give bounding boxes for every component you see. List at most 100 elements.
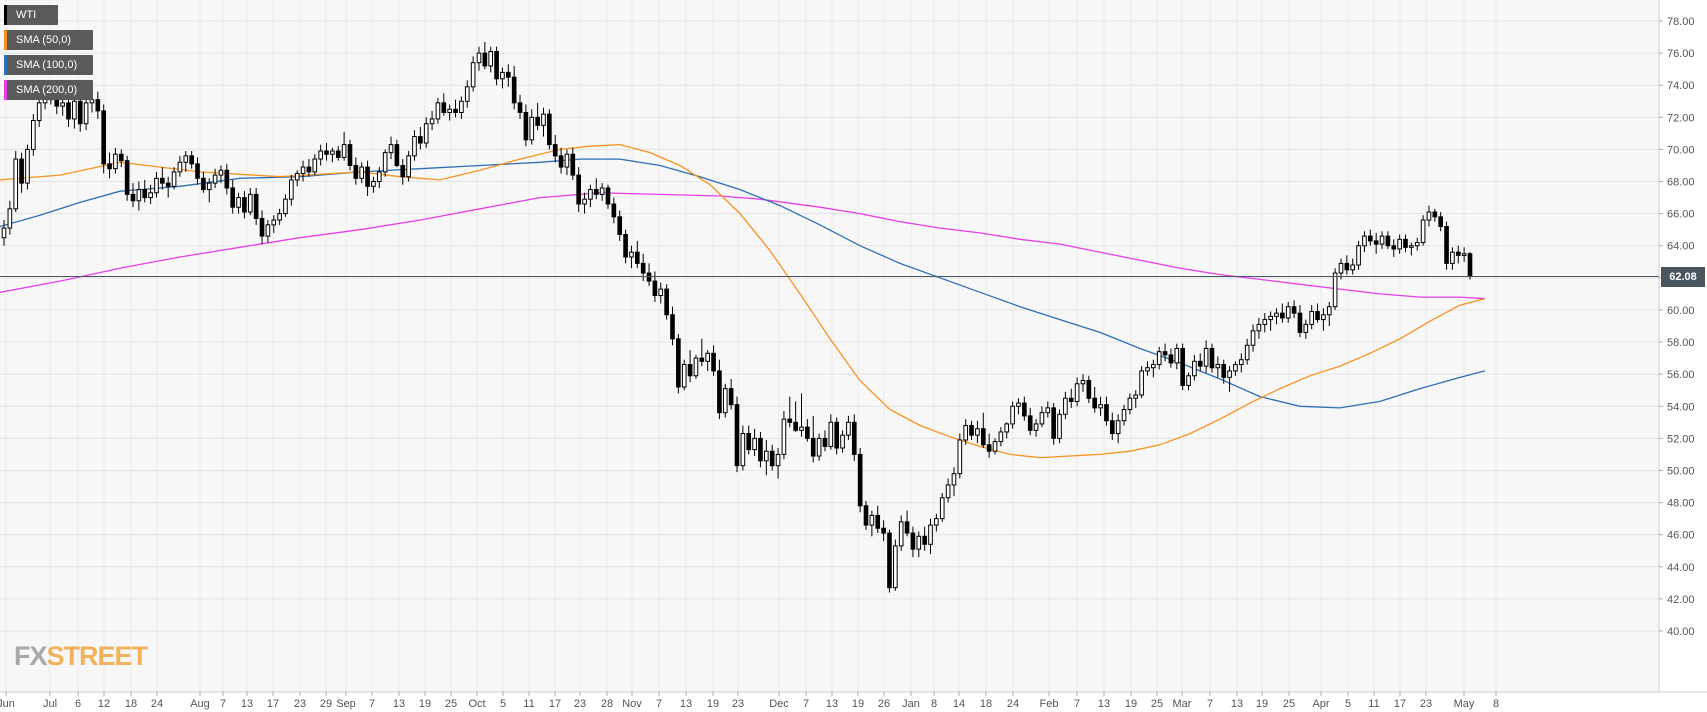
x-tick-label: 7: [656, 698, 662, 710]
candle-body-up: [265, 224, 271, 237]
candle-body-up: [1016, 402, 1021, 407]
candle-body-down: [605, 187, 611, 205]
candle-body-up: [1010, 405, 1015, 425]
candle-body-up: [816, 437, 822, 457]
candle-body-up: [1233, 364, 1238, 372]
grid-vertical: [5, 0, 1497, 692]
x-tick-label: 11: [1368, 698, 1379, 710]
y-tick-label: 76.00: [1667, 48, 1695, 60]
candle-body-up: [388, 144, 394, 154]
candle-body-down: [259, 217, 265, 237]
x-tick-label: 24: [151, 698, 163, 710]
candle-body-down: [189, 155, 194, 165]
candle-body-up: [36, 102, 42, 122]
candle-body-up: [1409, 245, 1414, 248]
candle-body-up: [840, 434, 845, 449]
candle-body-down: [1297, 312, 1303, 333]
candle-body-up: [1151, 364, 1156, 369]
x-tick-label: Jun: [0, 698, 15, 710]
candle-body-down: [547, 113, 552, 146]
candle-body-up: [1139, 370, 1144, 396]
legend-sma100-label: SMA (100,0): [16, 59, 78, 71]
legend-sma200[interactable]: SMA (200,0): [4, 80, 93, 100]
candle-body-up: [412, 136, 417, 157]
y-tick-label: 52.00: [1667, 433, 1695, 445]
y-tick-label: 58.00: [1667, 337, 1695, 349]
candle-body-up: [893, 545, 898, 589]
candle-body-up: [318, 150, 323, 160]
candle-body-up: [154, 177, 159, 194]
candle-body-down: [1444, 225, 1449, 264]
candle-body-down: [617, 216, 623, 235]
candle-body-down: [769, 450, 775, 467]
candle-body-up: [1338, 262, 1344, 274]
x-tick-label: 23: [294, 698, 306, 710]
candle-body-up: [828, 421, 834, 447]
candle-body-down: [1315, 311, 1320, 321]
candle-body-up: [975, 428, 980, 436]
candle-body-up: [312, 158, 318, 173]
candle-body-up: [1121, 408, 1127, 422]
candle-body-down: [593, 189, 599, 195]
candle-body-down: [875, 514, 881, 529]
x-tick-label: 13: [241, 698, 253, 710]
candle-body-down: [1086, 380, 1092, 399]
x-axis: Jun Jul 6 12 18 24 Aug 7 13 17 23 29 Sep 7 13 19 25 Oct 5 1…: [0, 692, 1499, 710]
candle-body-down: [95, 99, 101, 112]
candle-body-down: [400, 164, 406, 178]
candle-body-down: [517, 102, 523, 114]
x-tick-label: 7: [1074, 698, 1080, 710]
candle-body-down: [881, 527, 886, 534]
y-tick-label: 78.00: [1667, 16, 1695, 28]
legend-sma50[interactable]: SMA (50,0): [4, 30, 93, 50]
candle-body-down: [576, 174, 581, 205]
x-tick-label: Mar: [1173, 698, 1192, 710]
candle-body-up: [564, 153, 570, 168]
candle-body-up: [283, 198, 288, 215]
x-tick-label: 5: [500, 698, 506, 710]
candle-body-down: [1162, 351, 1168, 356]
sma200-line: [0, 192, 1486, 300]
x-tick-label: 12: [98, 698, 110, 710]
candle-body-up: [1256, 323, 1262, 332]
candle-body-down: [746, 433, 752, 451]
y-tick-label: 60.00: [1667, 305, 1695, 317]
candle-body-down: [552, 144, 558, 157]
y-tick-label: 48.00: [1667, 498, 1695, 510]
candle-body-down: [758, 437, 763, 462]
candle-body-up: [529, 116, 535, 141]
candle-body-down: [1291, 306, 1297, 314]
candle-body-down: [787, 418, 793, 423]
candle-body-up: [951, 473, 957, 486]
candle-body-up: [1397, 238, 1402, 250]
candle-body-up: [658, 288, 664, 297]
legend-wti-label: WTI: [16, 9, 37, 21]
x-tick-label: 7: [803, 698, 809, 710]
candle-body-up: [488, 51, 494, 67]
legend-sma100[interactable]: SMA (100,0): [4, 55, 93, 75]
candle-body-down: [558, 155, 564, 168]
candle-body-up: [300, 166, 306, 175]
candle-body-down: [66, 102, 71, 120]
candles: [1, 41, 1473, 593]
legend-wti[interactable]: WTI: [4, 5, 58, 25]
candle-body-up: [206, 182, 212, 191]
candle-body-down: [1027, 415, 1033, 431]
candle-body-up: [588, 189, 593, 200]
candle-body-up: [177, 161, 183, 173]
candle-body-down: [1280, 312, 1285, 319]
candle-body-up: [1004, 423, 1010, 433]
x-tick-label: 23: [574, 698, 586, 710]
y-axis: 40.00 42.00 44.00 46.00 48.00 50.00 52.00 54.00…: [1659, 16, 1695, 638]
candle-body-up: [722, 388, 728, 414]
candle-body-down: [253, 193, 259, 219]
candle-body-up: [764, 450, 769, 462]
legend-wti-swatch: [4, 5, 7, 25]
x-tick-label: Dec: [769, 698, 789, 710]
x-tick-label: 17: [549, 698, 561, 710]
x-tick-label: 5: [1345, 698, 1351, 710]
candle-body-up: [1420, 219, 1426, 244]
candle-body-up: [429, 118, 435, 125]
candle-body-down: [347, 144, 353, 166]
